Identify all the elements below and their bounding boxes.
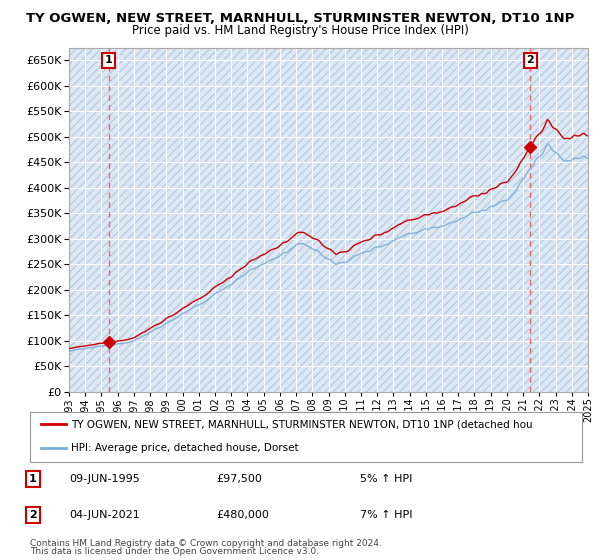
Text: 2: 2 — [29, 510, 37, 520]
Text: Price paid vs. HM Land Registry's House Price Index (HPI): Price paid vs. HM Land Registry's House … — [131, 24, 469, 36]
Text: TY OGWEN, NEW STREET, MARNHULL, STURMINSTER NEWTON, DT10 1NP: TY OGWEN, NEW STREET, MARNHULL, STURMINS… — [26, 12, 574, 25]
Text: HPI: Average price, detached house, Dorset: HPI: Average price, detached house, Dors… — [71, 443, 299, 453]
Text: 09-JUN-1995: 09-JUN-1995 — [69, 474, 140, 484]
Text: Contains HM Land Registry data © Crown copyright and database right 2024.: Contains HM Land Registry data © Crown c… — [30, 539, 382, 548]
Text: £97,500: £97,500 — [216, 474, 262, 484]
Text: 1: 1 — [104, 55, 112, 66]
Text: 2: 2 — [526, 55, 534, 66]
Text: This data is licensed under the Open Government Licence v3.0.: This data is licensed under the Open Gov… — [30, 547, 319, 556]
Text: £480,000: £480,000 — [216, 510, 269, 520]
Text: 7% ↑ HPI: 7% ↑ HPI — [360, 510, 413, 520]
Text: 04-JUN-2021: 04-JUN-2021 — [69, 510, 140, 520]
Text: 5% ↑ HPI: 5% ↑ HPI — [360, 474, 412, 484]
Text: TY OGWEN, NEW STREET, MARNHULL, STURMINSTER NEWTON, DT10 1NP (detached hou: TY OGWEN, NEW STREET, MARNHULL, STURMINS… — [71, 419, 533, 429]
Text: 1: 1 — [29, 474, 37, 484]
